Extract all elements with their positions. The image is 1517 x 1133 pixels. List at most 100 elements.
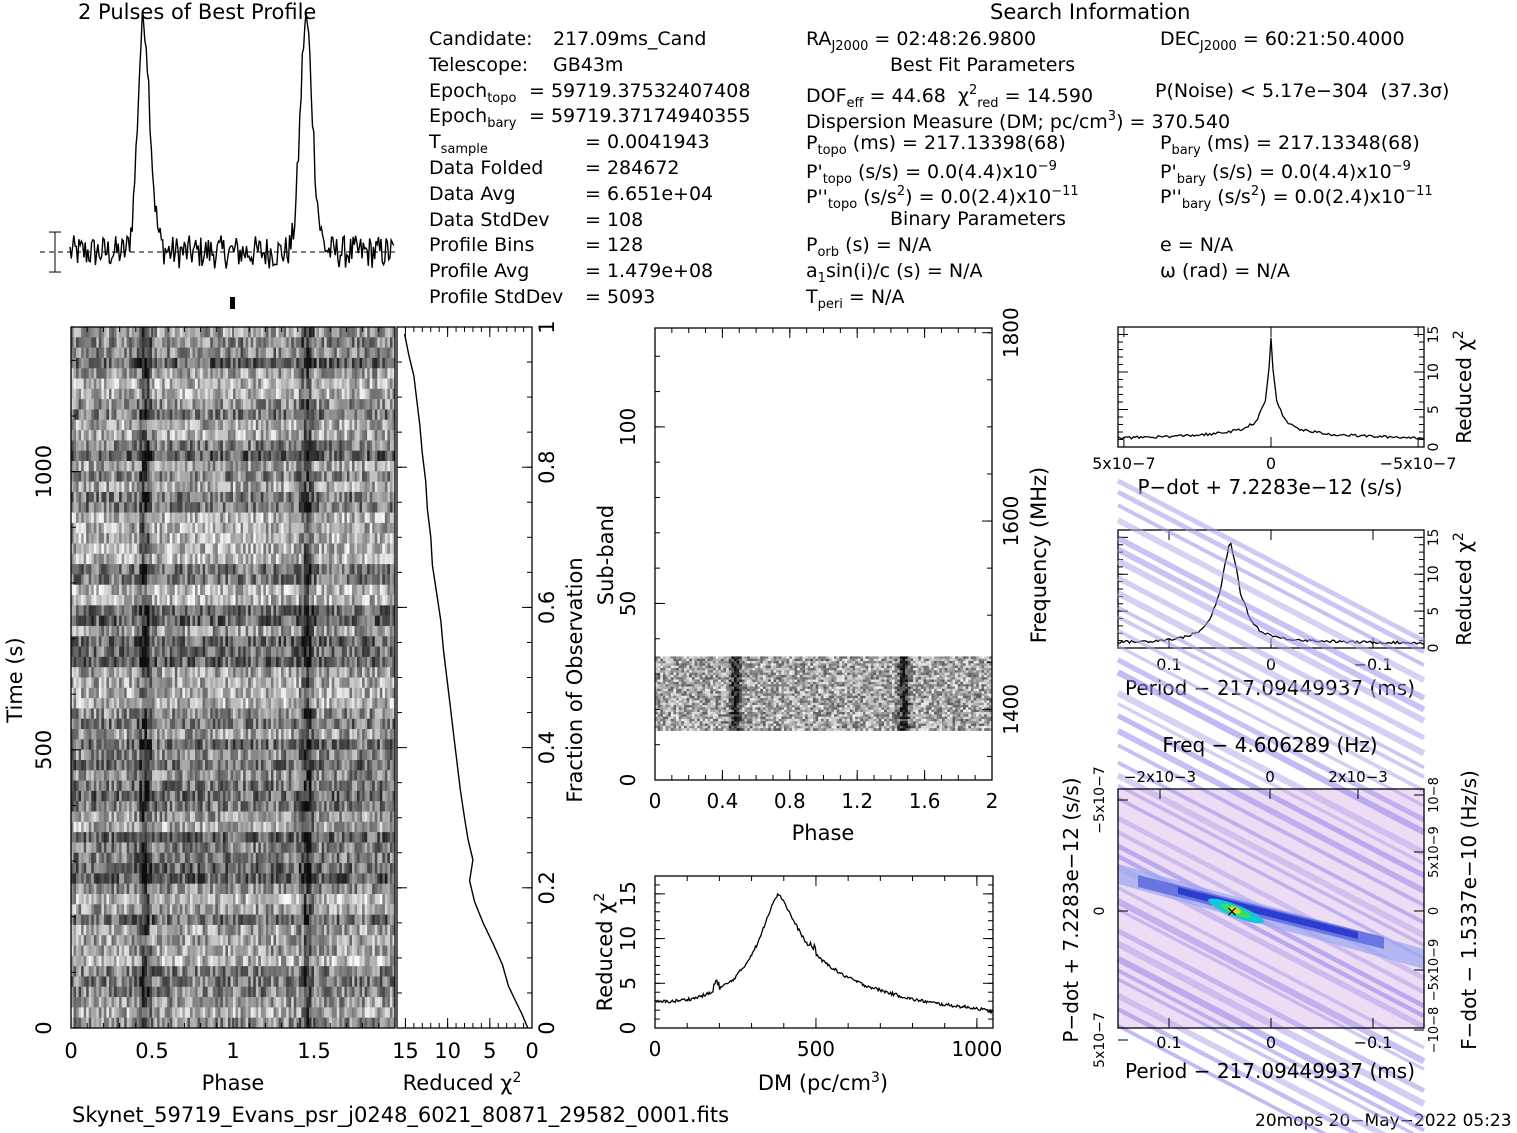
heat-cell: [250, 553, 254, 565]
heat-cell: [169, 553, 173, 565]
heat-cell: [200, 708, 203, 720]
heat-cell: [263, 461, 267, 472]
heat-cell: [326, 378, 330, 390]
heat-cell: [210, 327, 214, 338]
heat-cell: [288, 574, 292, 586]
heat-cell: [129, 543, 133, 555]
heat-cell: [227, 491, 231, 503]
heat-cell: [179, 481, 183, 493]
heat-cell: [260, 718, 264, 730]
heat-cell: [71, 337, 74, 348]
best-fit-title: Best Fit Parameters: [890, 54, 1076, 76]
heat-cell: [255, 399, 259, 410]
heat-cell: [177, 419, 181, 431]
heat-cell: [136, 564, 140, 575]
heat-cell: [162, 471, 165, 482]
heat-cell: [195, 512, 198, 524]
heat-cell: [331, 347, 335, 359]
heat-cell: [308, 636, 312, 647]
heat-cell: [346, 656, 350, 668]
heat-cell: [119, 687, 122, 699]
heat-cell: [288, 347, 292, 359]
heat-cell: [76, 533, 79, 544]
heat-cell: [101, 399, 105, 410]
heat-cell: [134, 440, 138, 452]
heat-cell: [334, 677, 338, 689]
heat-cell: [303, 595, 307, 606]
heat-cell: [157, 553, 160, 565]
heat-cell: [174, 646, 178, 658]
heat-cell: [182, 388, 186, 400]
heat-cell: [372, 605, 376, 616]
heat-cell: [207, 450, 211, 462]
heat-cell: [331, 636, 335, 647]
heat-cell: [291, 399, 295, 410]
heat-cell: [116, 481, 120, 493]
heat-cell: [336, 481, 340, 493]
heat-cell: [207, 347, 211, 359]
heat-cell: [146, 409, 150, 421]
heat-cell: [187, 677, 191, 689]
heat-cell: [144, 687, 148, 699]
heat-cell: [308, 368, 312, 379]
heat-cell: [205, 564, 208, 575]
heat-cell: [205, 584, 208, 596]
heat-cell: [129, 605, 133, 616]
heat-cell: [326, 502, 330, 513]
heat-cell: [202, 327, 206, 338]
heat-cell: [387, 533, 391, 544]
heat-cell: [222, 502, 226, 513]
heat-cell: [319, 337, 322, 348]
heat-cell: [250, 491, 254, 503]
heat-cell: [306, 553, 310, 565]
heat-cell: [96, 636, 100, 647]
heat-cell: [238, 656, 241, 668]
heat-cell: [108, 584, 112, 596]
heat-cell: [382, 327, 386, 338]
heat-cell: [225, 368, 229, 379]
heat-cell: [93, 347, 97, 359]
heat-cell: [314, 461, 317, 472]
heat-cell: [212, 564, 216, 575]
heat-cell: [392, 543, 396, 555]
heat-cell: [392, 522, 396, 534]
heat-cell: [291, 430, 295, 441]
heat-cell: [319, 615, 322, 627]
heat-cell: [83, 708, 87, 720]
heat-cell: [149, 625, 153, 637]
heat-cell: [207, 461, 211, 472]
heat-cell: [184, 440, 188, 452]
heat-cell: [101, 378, 105, 390]
heat-cell: [367, 461, 370, 472]
heat-cell: [324, 667, 327, 678]
heat-cell: [131, 687, 135, 699]
heat-cell: [245, 409, 249, 421]
heat-cell: [301, 450, 305, 462]
heat-cell: [139, 450, 143, 462]
heat-cell: [255, 337, 259, 348]
heat-cell: [169, 337, 173, 348]
heat-cell: [273, 502, 277, 513]
heat-cell: [76, 327, 79, 338]
heat-cell: [139, 399, 143, 410]
heat-cell: [169, 667, 173, 678]
heat-cell: [329, 646, 333, 658]
heat-cell: [93, 471, 97, 482]
heat-cell: [303, 337, 307, 348]
heat-cell: [187, 698, 191, 709]
heat-cell: [174, 481, 178, 493]
heat-cell: [227, 533, 231, 544]
heat-cell: [141, 502, 145, 513]
heat-cell: [248, 502, 252, 513]
heat-cell: [364, 708, 368, 720]
heat-cell: [298, 698, 302, 709]
heat-cell: [253, 584, 257, 596]
heat-cell: [83, 667, 87, 678]
heat-cell: [119, 553, 122, 565]
heat-cell: [205, 708, 208, 720]
heat-cell: [270, 327, 274, 338]
heat-cell: [114, 543, 117, 555]
heat-cell: [240, 667, 244, 678]
heat-cell: [152, 419, 155, 431]
heat-cell: [210, 430, 214, 441]
